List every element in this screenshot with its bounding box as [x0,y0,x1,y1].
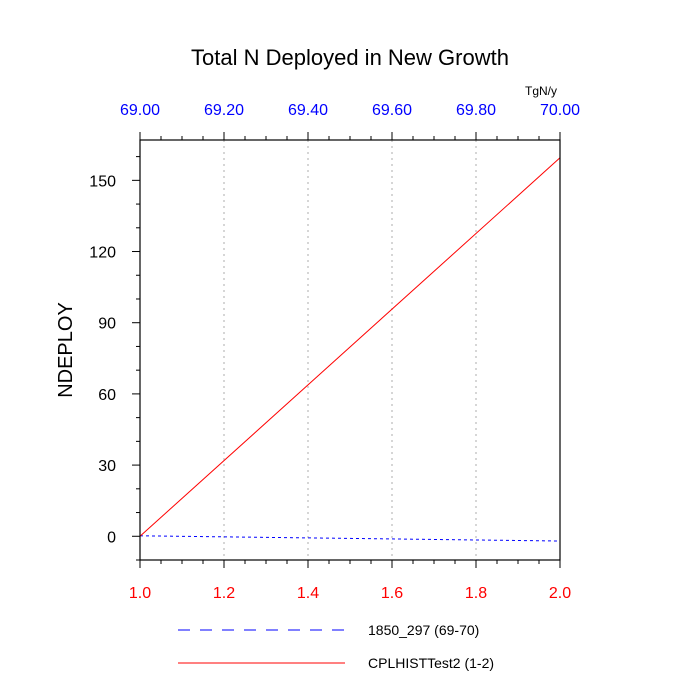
chart-title: Total N Deployed in New Growth [191,45,509,70]
y-tick-label: 30 [98,458,116,475]
x-tick-label: 1.0 [129,585,151,602]
y-tick-label: 60 [98,387,116,404]
units-label: TgN/y [525,84,557,98]
top-x-tick-label: 69.20 [204,102,244,119]
y-tick-label: 0 [107,529,116,546]
y-tick-label: 150 [89,173,116,190]
x-tick-label: 1.4 [297,585,319,602]
x-tick-label: 1.8 [465,585,487,602]
y-axis-label: NDEPLOY [55,302,77,398]
x-tick-label: 1.2 [213,585,235,602]
top-x-tick-label: 69.60 [372,102,412,119]
series-line [139,535,561,542]
top-x-tick-label: 69.40 [288,102,328,119]
legend: 1850_297 (69-70) CPLHISTTest2 (1-2) [178,622,494,671]
y-tick-label: 120 [89,245,116,262]
x-tick-label: 2.0 [549,585,571,602]
legend-label: CPLHISTTest2 (1-2) [368,655,494,671]
top-x-tick-label: 69.00 [120,102,160,119]
tick-labels: 1.0 1.2 1.4 1.6 1.8 2.0 69.00 69.20 69.40 69.60 69… [89,102,580,602]
series-line [139,157,561,537]
grid-lines [223,140,477,560]
top-x-tick-label: 70.00 [540,102,580,119]
y-tick-label: 90 [98,316,116,333]
axis-ticks [132,132,561,568]
top-x-tick-label: 69.80 [456,102,496,119]
plot-frame [139,139,561,561]
legend-label: 1850_297 (69-70) [368,622,479,638]
x-tick-label: 1.6 [381,585,403,602]
series-lines [139,157,561,542]
